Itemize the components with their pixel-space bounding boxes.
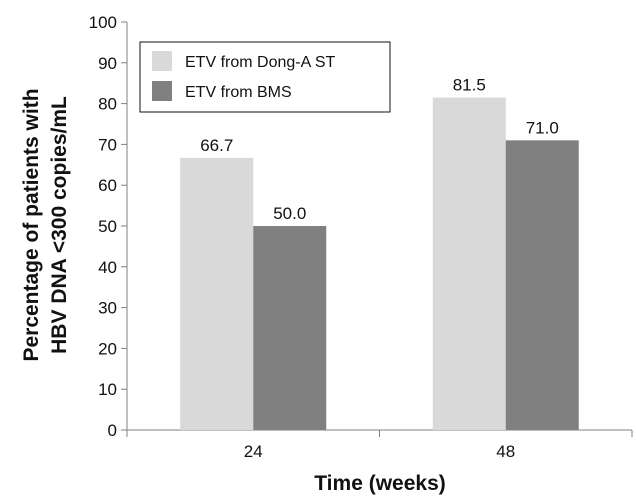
y-tick-label: 50 [98,217,117,236]
y-tick-label: 70 [98,135,117,154]
axes: 0 10 20 30 40 50 60 70 80 90 100 24 48 [89,13,633,461]
y-tick-label: 40 [98,258,117,277]
y-tick-label: 90 [98,54,117,73]
legend-swatch-dong-a-st [152,51,172,71]
y-axis-title-line-1: Percentage of patients with [20,88,43,361]
x-tick-label: 48 [496,442,515,461]
legend: ETV from Dong-A ST ETV from BMS [139,41,391,113]
legend-label-dong-a-st: ETV from Dong-A ST [185,54,335,71]
bar-value-label: 71.0 [526,118,559,137]
y-tick-label: 60 [98,176,117,195]
bars [180,97,579,430]
legend-box [139,41,391,113]
y-tick-label: 10 [98,380,117,399]
bar-value-label: 66.7 [200,136,233,155]
y-tick-label: 100 [89,13,117,32]
legend-swatch-bms [152,81,172,101]
y-tick-label: 20 [98,339,117,358]
bar [180,157,254,430]
x-axis-title: Time (weeks) [314,472,446,495]
bar [432,97,506,430]
bar [253,226,327,430]
data-labels: 66.7 50.0 81.5 71.0 [200,75,559,223]
y-tick-label: 30 [98,299,117,318]
bar-value-label: 81.5 [453,75,486,94]
bar-value-label: 50.0 [273,204,306,223]
legend-label-bms: ETV from BMS [185,84,292,101]
y-tick-label: 0 [108,421,117,440]
y-axis-title-line-2: HBV DNA <300 copies/mL [48,96,71,354]
y-tick-label: 80 [98,95,117,114]
x-tick-label: 24 [244,442,263,461]
bar [505,140,579,430]
